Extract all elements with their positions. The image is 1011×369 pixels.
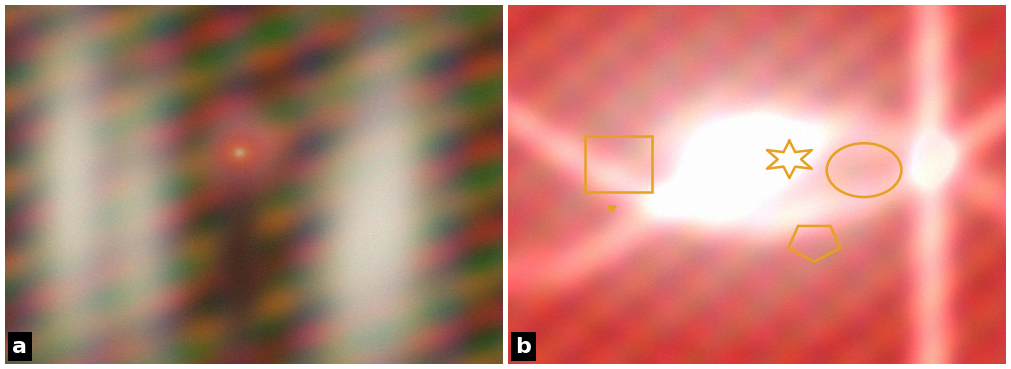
Text: b: b bbox=[516, 337, 532, 357]
Bar bbox=[585, 136, 652, 192]
Text: a: a bbox=[12, 337, 27, 357]
